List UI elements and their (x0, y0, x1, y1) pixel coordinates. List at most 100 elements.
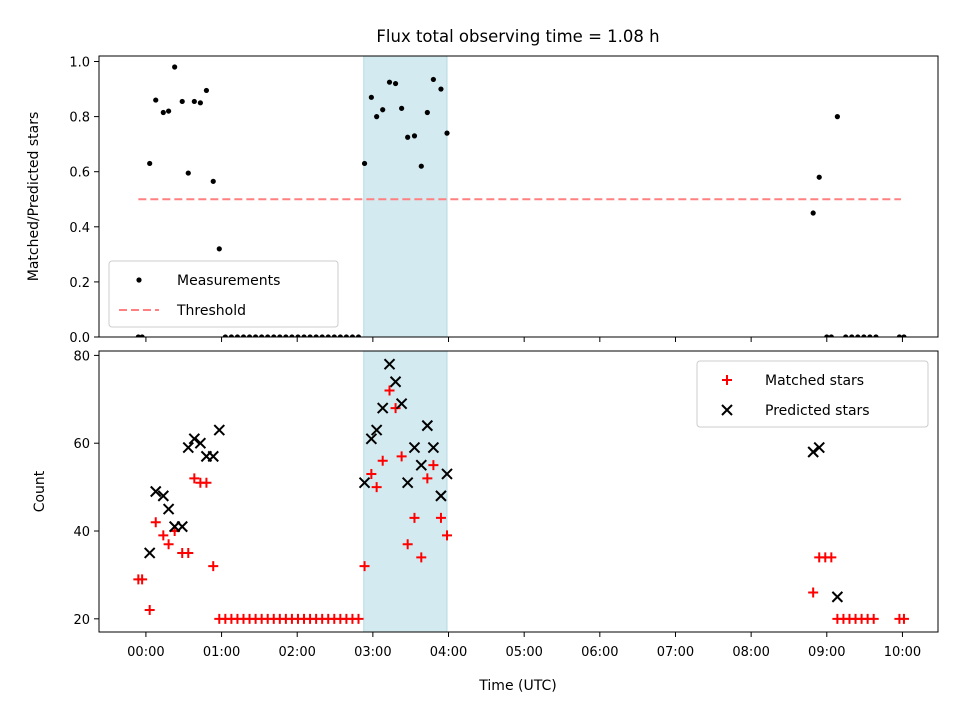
x-tick-label: 07:00 (657, 645, 694, 660)
measurement-point (849, 334, 855, 337)
top-y-tick-label: 0.6 (69, 166, 90, 181)
measurement-point (355, 334, 362, 337)
measurement-point (203, 87, 210, 94)
top-axes-frame (98, 55, 939, 338)
predicted-star-point (435, 490, 447, 502)
measurement-point (901, 334, 907, 337)
measurement-point (374, 114, 380, 120)
predicted-star-point (358, 477, 371, 489)
matched-star-point (396, 451, 407, 462)
measurement-point (386, 79, 393, 85)
measurement-point (867, 334, 873, 337)
predicted-star-point (831, 591, 844, 603)
measurement-point (283, 334, 289, 337)
predicted-star-point (427, 441, 440, 454)
measurement-point (325, 334, 331, 337)
measurement-point (153, 97, 159, 103)
predicted-star-point (807, 446, 819, 458)
predicted-star-point (194, 437, 207, 449)
measurement-point (834, 114, 840, 120)
matched-star-point (428, 460, 439, 471)
matched-star-point (442, 530, 453, 541)
measurement-point (411, 133, 418, 139)
matched-star-point (422, 473, 433, 484)
measurement-point (147, 160, 153, 167)
predicted-star-point (370, 424, 383, 436)
measurement-point (240, 334, 247, 337)
matched-star-point (359, 561, 370, 572)
predicted-star-point (389, 376, 402, 388)
measurement-point (380, 107, 386, 113)
measurement-point (179, 98, 185, 105)
predicted-star-point (421, 419, 434, 432)
top-y-tick-label: 0.8 (69, 111, 90, 126)
measurement-point (873, 334, 879, 337)
chart-title: Flux total observing time = 1.08 h (376, 27, 659, 46)
predicted-star-point (150, 485, 162, 498)
bottom-y-tick-label: 60 (73, 437, 90, 452)
measurement-point (289, 334, 295, 337)
bottom-series-predicted-stars (143, 358, 844, 603)
bottom-highlight-span (363, 350, 448, 633)
predicted-star-point (207, 450, 219, 463)
measurement-point (166, 108, 172, 114)
predicted-star-point (415, 459, 427, 471)
matched-star-point (144, 605, 155, 616)
measurement-point (210, 178, 216, 184)
legend-marker-x (721, 404, 733, 416)
top-y-tick-label: 0.0 (69, 331, 90, 346)
matched-star-point (898, 613, 909, 624)
measurement-point (828, 334, 834, 337)
measurement-point (197, 100, 203, 106)
predicted-star-point (813, 441, 825, 454)
top-plot-area (135, 64, 907, 337)
predicted-star-point (408, 441, 421, 454)
measurement-point (816, 174, 822, 180)
measurement-point (430, 76, 436, 83)
bottom-legend: Matched stars Predicted stars (696, 360, 929, 428)
matched-star-point (353, 613, 364, 624)
matched-star-point (366, 468, 377, 479)
x-tick-label: 02:00 (278, 645, 315, 660)
matched-star-point (201, 477, 212, 488)
top-y-tick-label: 0.2 (69, 276, 90, 291)
matched-star-point (808, 587, 819, 598)
predicted-star-point (395, 397, 408, 410)
legend-label: Predicted stars (765, 403, 870, 419)
bottom-y-axis-title: Count (32, 470, 48, 512)
matched-star-point (150, 517, 161, 528)
matched-star-point (377, 455, 388, 466)
predicted-star-point (213, 424, 225, 436)
legend-marker-plus (722, 375, 732, 385)
x-tick-label: 04:00 (430, 645, 467, 660)
measurement-point (444, 130, 450, 136)
legend-label: Measurements (177, 273, 280, 289)
measurement-point (855, 334, 861, 337)
matched-star-point (137, 574, 148, 585)
matched-star-point (384, 385, 395, 396)
top-y-tick-label: 1.0 (69, 56, 90, 71)
matched-star-point (868, 613, 879, 624)
x-tick-label: 10:00 (884, 645, 921, 660)
measurement-point (824, 334, 830, 337)
panel-count: 00:00 01:00 02:00 03:00 04:00 05:00 06:00 07:00… (32, 349, 939, 660)
measurement-point (438, 86, 444, 92)
measurement-point (843, 334, 849, 337)
matched-star-point (158, 530, 169, 541)
measurement-point (259, 334, 265, 337)
predicted-star-point (162, 503, 175, 515)
predicted-star-point (157, 490, 170, 502)
measurement-point (265, 334, 271, 337)
x-axis-title: Time (UTC) (478, 678, 556, 694)
matched-star-point (208, 561, 219, 572)
predicted-star-point (182, 441, 194, 454)
measurement-point (271, 334, 277, 337)
measurement-point (253, 334, 259, 337)
measurement-point (349, 334, 356, 337)
measurement-point (277, 334, 283, 337)
bottom-y-tick-label: 40 (73, 525, 90, 540)
x-tick-label: 01:00 (203, 645, 240, 660)
measurement-point (392, 80, 399, 87)
legend-label: Matched stars (765, 373, 864, 389)
measurement-point (228, 334, 234, 337)
